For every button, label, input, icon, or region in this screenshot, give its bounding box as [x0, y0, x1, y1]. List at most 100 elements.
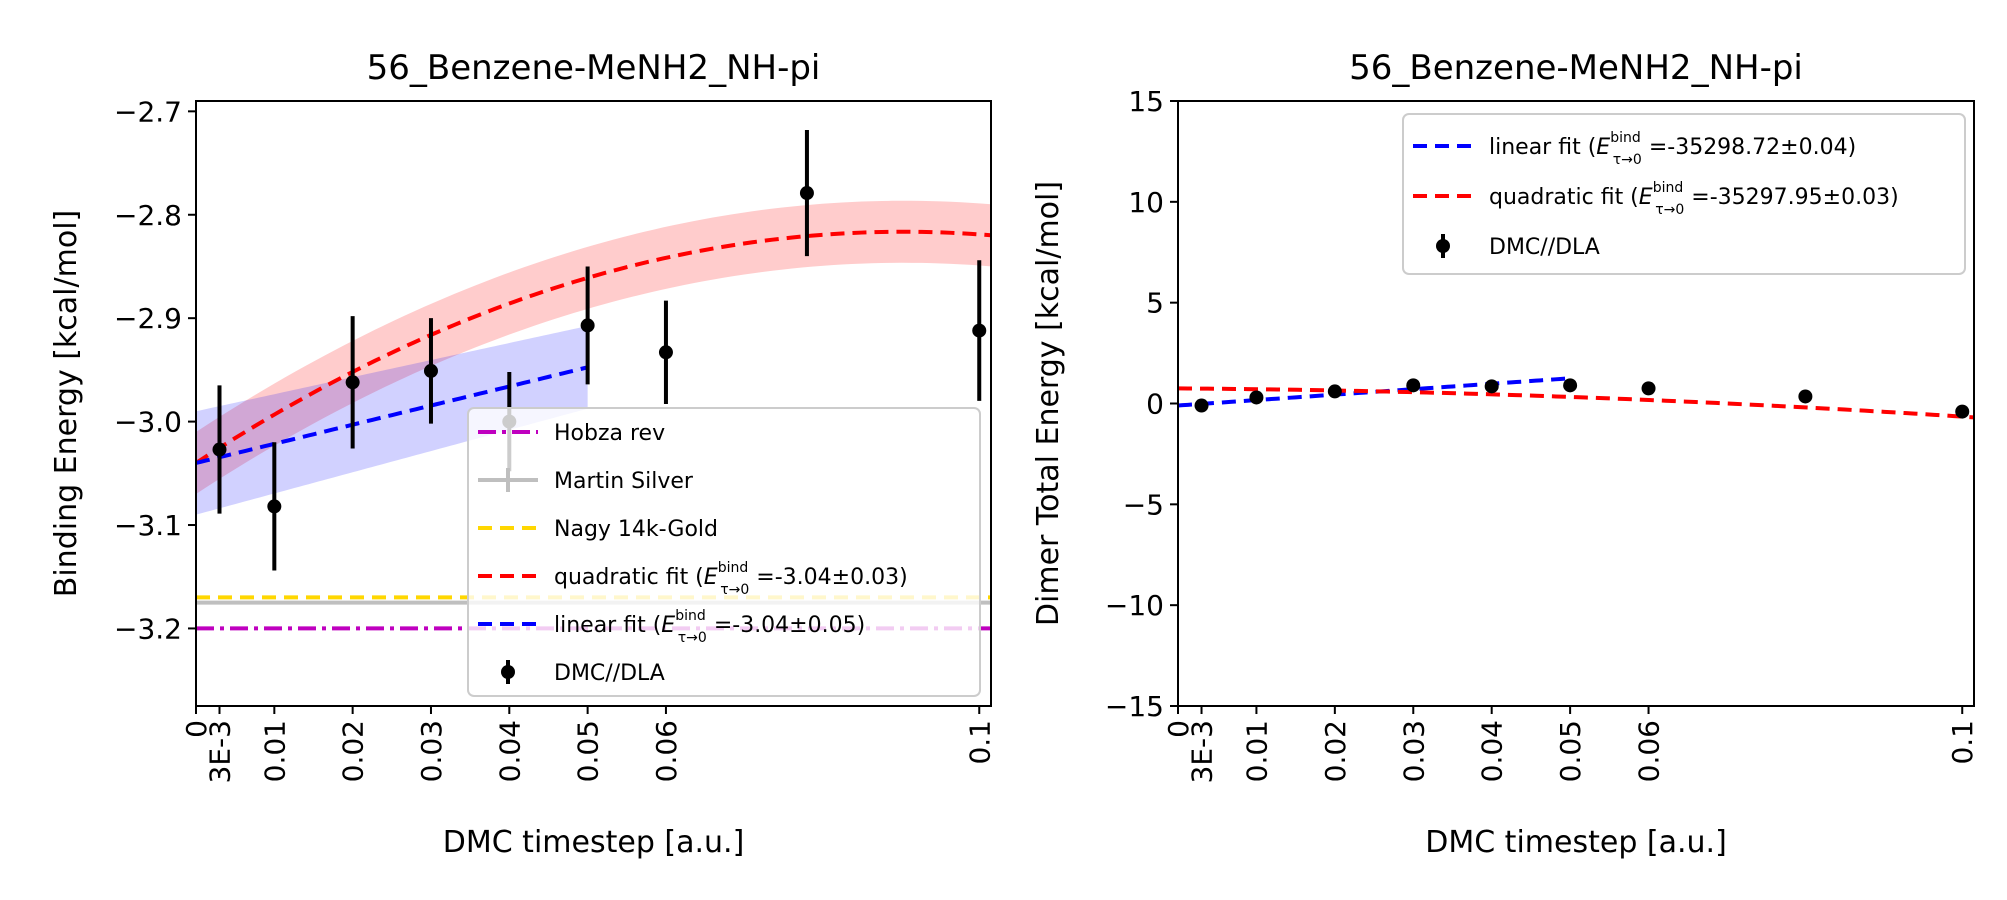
y-tick-label: 5: [1146, 287, 1164, 320]
y-tick-label: 15: [1128, 85, 1164, 118]
legend-label: quadratic fit (Ebind τ→0 =-35297.95±0.03): [1489, 180, 1899, 218]
plot-area: [1178, 376, 1974, 420]
y-tick-label: −3.2: [114, 612, 182, 645]
x-tick-label: 0.1: [1946, 720, 1979, 765]
x-tick-label: 0: [180, 720, 213, 738]
data-point-3: [423, 318, 438, 424]
data-point-marker: [345, 375, 360, 390]
data-point-0: [1194, 398, 1209, 413]
legend-marker-point: [501, 665, 515, 679]
data-point-marker: [212, 442, 227, 457]
x-tick-label: 0: [1162, 720, 1195, 738]
chart-title: 56_Benzene-MeNH2_NH-pi: [367, 48, 821, 88]
legend-label: quadratic fit (Ebind τ→0 =-3.04±0.03): [554, 560, 908, 598]
data-point-7: [1798, 389, 1813, 404]
data-point-8: [1955, 404, 1970, 419]
axes-frame: [195, 100, 992, 707]
data-point-8: [972, 260, 987, 401]
x-tick-label: 3E-3: [1186, 720, 1219, 783]
x-tick-label: 0.02: [337, 720, 370, 782]
x-tick-label: 0.03: [415, 720, 448, 782]
data-point-2: [345, 316, 360, 449]
y-tick-label: −2.7: [114, 95, 182, 128]
x-tick-label: 0.05: [572, 720, 605, 782]
y-tick-label: −2.9: [114, 302, 182, 335]
data-point-3: [1406, 378, 1421, 393]
legend: Hobza rev Martin Silver Nagy 14k-Gold quadr…: [467, 407, 981, 697]
y-axis-label: Binding Energy [kcal/mol]: [49, 210, 84, 597]
x-tick-label: 3E-3: [203, 720, 236, 783]
legend-label: linear fit (Ebind τ→0 =-3.04±0.05): [554, 608, 865, 646]
legend-label: Martin Silver: [554, 469, 694, 494]
data-point-marker: [799, 186, 814, 201]
legend-item-1: Martin Silver: [478, 468, 694, 494]
legend-box: [1402, 113, 1966, 275]
data-point-marker: [1484, 379, 1499, 394]
x-tick-label: 0.01: [258, 720, 291, 782]
y-tick-label: −2.8: [114, 199, 182, 232]
legend-item-2: DMC//DLA: [1436, 234, 1600, 260]
legend-item-3: quadratic fit (Ebind τ→0 =-3.04±0.03): [478, 560, 908, 598]
quadratic-fit-line: [196, 229, 991, 465]
data-point-marker: [1955, 404, 1970, 419]
left-panel-binding-energy: −3.2 −3.1 −3.0 −2.9 −2.8 −2.7 03E-3 0.01 0.02 0.0…: [49, 48, 996, 860]
y-tick-label: −10: [1105, 589, 1164, 622]
legend-item-0: Hobza rev: [478, 421, 665, 446]
data-point-1: [267, 442, 282, 571]
x-tick-label: 0.01: [1240, 720, 1273, 782]
y-tick-label: −5: [1123, 488, 1164, 521]
x-tick-label: 0.06: [650, 720, 683, 782]
data-point-marker: [658, 345, 673, 360]
data-point-0: [212, 385, 227, 514]
x-tick-label: 0.04: [493, 720, 526, 782]
y-axis-label: Dimer Total Energy [kcal/mol]: [1031, 181, 1066, 626]
data-point-marker: [1327, 384, 1342, 399]
x-tick-label: 0.06: [1633, 720, 1666, 782]
data-point-5: [1563, 378, 1578, 393]
data-point-5: [580, 266, 595, 385]
data-point-2: [1327, 384, 1342, 399]
data-point-7: [799, 129, 814, 257]
linear-fit-line: [196, 365, 589, 465]
x-tick-label: 0.02: [1319, 720, 1352, 782]
linear-fit-line: [1178, 376, 1571, 408]
data-point-6: [1641, 381, 1656, 396]
legend-label: linear fit (Ebind τ→0 =-35298.72±0.04): [1489, 130, 1856, 168]
legend-item-5: DMC//DLA: [501, 660, 665, 686]
legend-label: Nagy 14k-Gold: [554, 517, 718, 542]
legend-item-0: linear fit (Ebind τ→0 =-35298.72±0.04): [1413, 130, 1856, 168]
x-tick-label: 0.04: [1476, 720, 1509, 782]
data-point-marker: [1641, 381, 1656, 396]
quadratic-fit-line: [1178, 386, 1974, 420]
legend-item-1: quadratic fit (Ebind τ→0 =-35297.95±0.03): [1413, 180, 1899, 218]
legend-item-4: linear fit (Ebind τ→0 =-3.04±0.05): [478, 608, 865, 646]
x-tick-label: 0.05: [1554, 720, 1587, 782]
data-point-marker: [423, 363, 438, 378]
data-point-marker: [580, 318, 595, 333]
data-point-marker: [972, 323, 987, 338]
quadratic-fit-band: [196, 200, 991, 494]
data-point-marker: [1406, 378, 1421, 393]
legend: linear fit (Ebind τ→0 =-35298.72±0.04) qua…: [1402, 113, 1966, 275]
y-tick-label: −3.1: [114, 509, 182, 542]
data-point-marker: [267, 499, 282, 514]
data-point-6: [658, 300, 673, 405]
legend-label: DMC//DLA: [554, 661, 665, 686]
legend-label: DMC//DLA: [1489, 235, 1600, 260]
data-point-1: [1249, 390, 1264, 405]
y-tick-label: 0: [1146, 388, 1164, 421]
x-tick-label: 0.1: [963, 720, 996, 765]
data-point-marker: [1798, 389, 1813, 404]
linear-fit-band: [196, 325, 588, 515]
legend-item-2: Nagy 14k-Gold: [478, 517, 718, 542]
x-tick-label: 0.03: [1397, 720, 1430, 782]
legend-label: Hobza rev: [554, 421, 665, 446]
data-point-marker: [1249, 390, 1264, 405]
data-point-marker: [1194, 398, 1209, 413]
data-point-marker: [1563, 378, 1578, 393]
y-tick-label: −3.0: [114, 406, 182, 439]
legend-marker-point: [1436, 239, 1450, 253]
data-point-4: [1484, 379, 1499, 394]
